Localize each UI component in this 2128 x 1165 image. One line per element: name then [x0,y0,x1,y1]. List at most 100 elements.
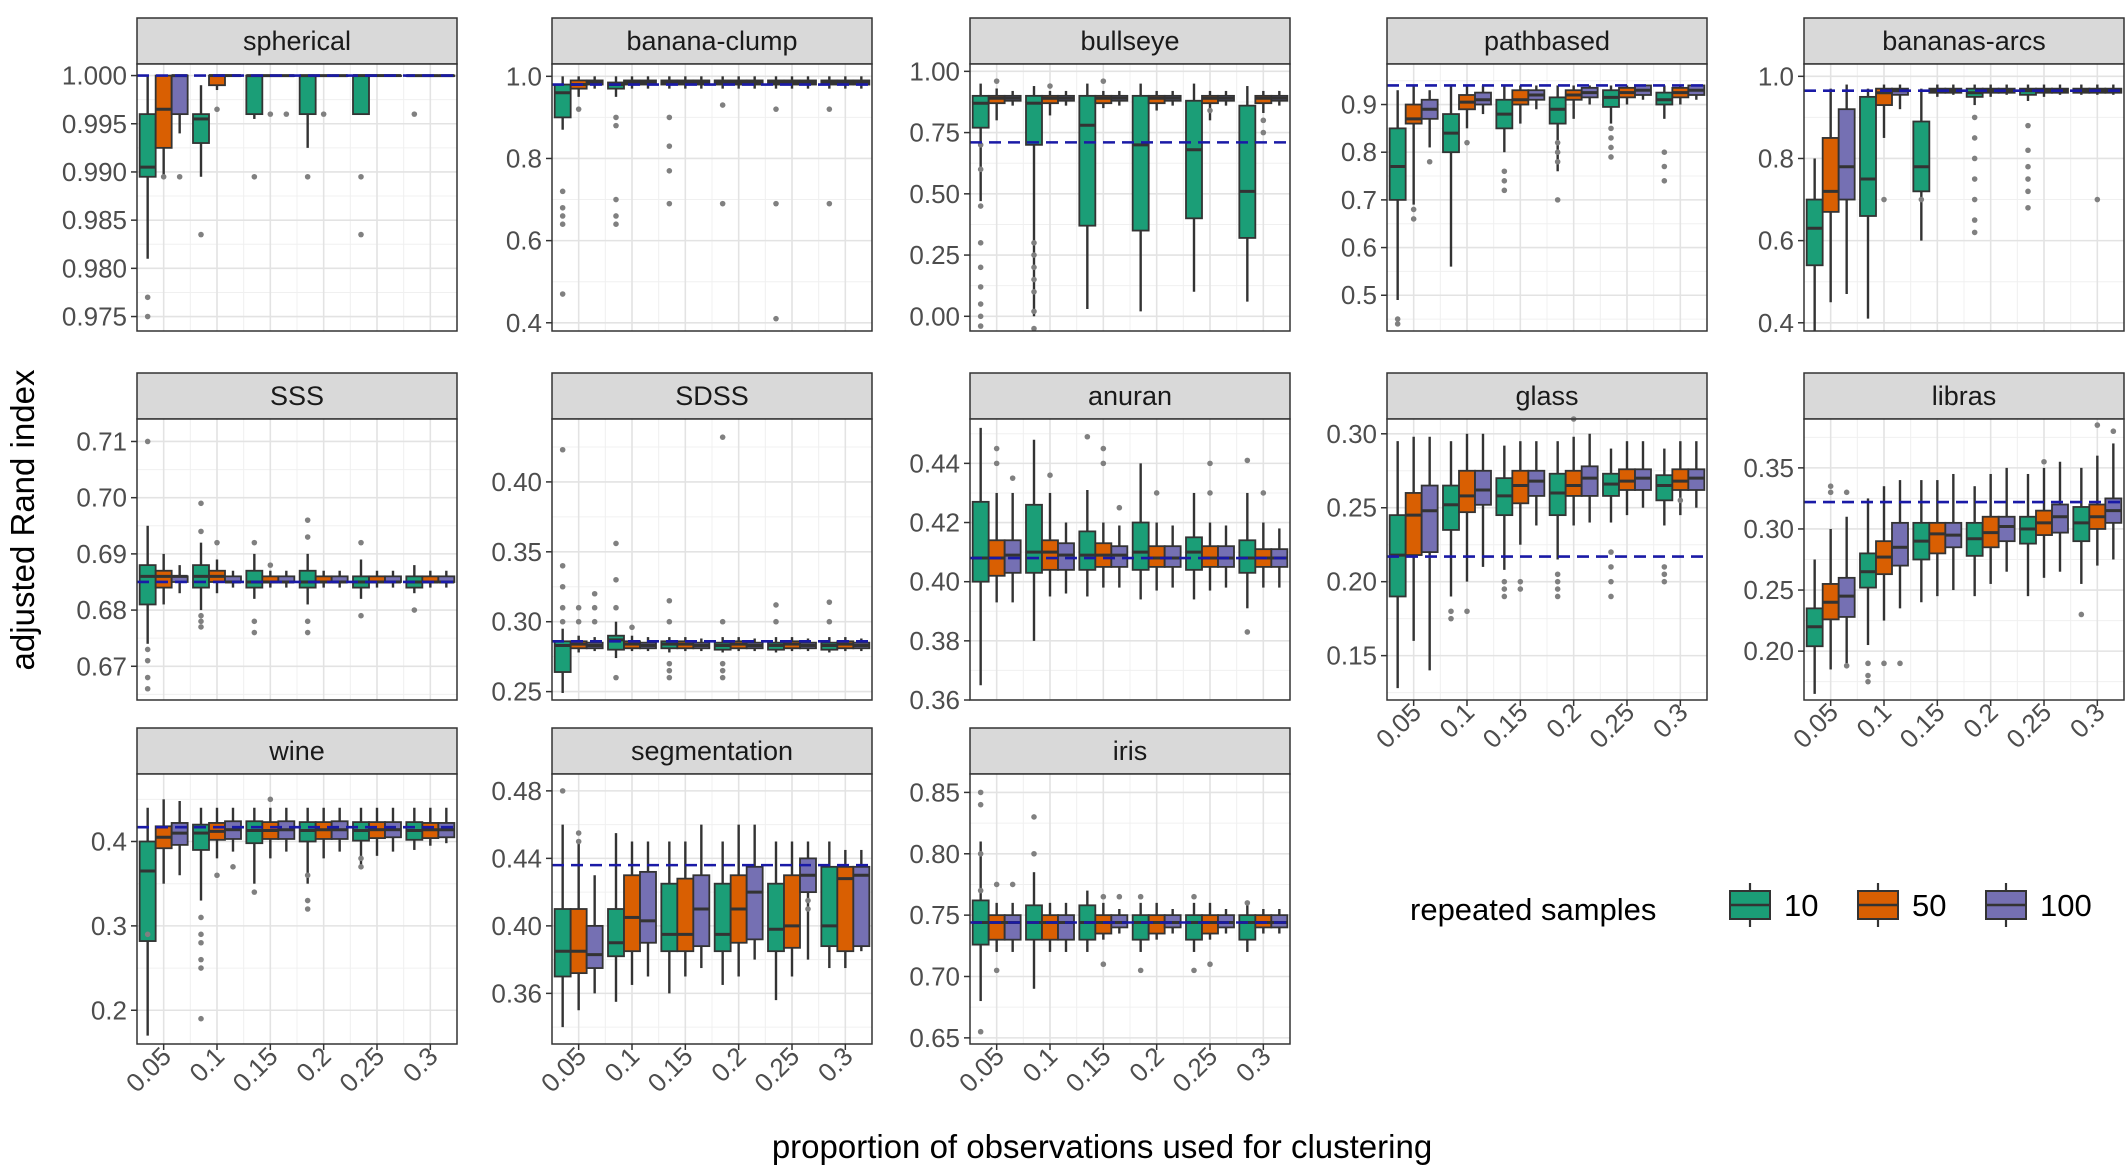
panel-bullseye-box-0-2-n50 [1147,90,1166,111]
panel-pathbased-box-0-3-n10-outlier-0 [1661,178,1668,184]
panel-bananas-arcs-ytick-label-3: 1.0 [1758,61,1794,91]
panel-sdss-box-0-2-n50 [729,637,748,652]
panel-pathbased-box-0-2-n10-outlier-2 [1554,149,1561,156]
panel-sdss-box-0-1-n10-outlier-2 [613,576,619,583]
panel-anuran-box-0-1-n50-outlier-0 [1047,472,1053,479]
panel-iris-box-0-05-n50-iqr [987,914,1006,941]
panel-sdss-box-0-05-n100 [585,590,604,652]
panel-banana-clump-box-0-3-n10-outlier-0 [826,200,833,207]
panel-sdss-box-0-2-n100 [745,638,764,652]
panel-banana-clump-box-0-1-n10-outlier-4 [613,114,619,121]
panel-libras-box-0-15-n100 [1944,473,1963,591]
panel-spherical-box-0-15-n50-outlier-0 [267,111,274,117]
panel-segmentation-box-0-15-n50 [676,841,695,977]
panel-wine-box-0-1-n10-outlier-0 [198,1015,204,1022]
panel-banana-clump-box-0-15-n10-outlier-3 [666,114,673,121]
panel-bananas-arcs-box-0-2-n10-outlier-2 [1971,196,1978,203]
panel-bananas-arcs-box-0-25-n10-outlier-4 [2025,147,2031,154]
panel-libras-box-0-05-n100 [1837,489,1856,669]
legend-item-100: 100 [1985,883,2092,927]
panel-iris-box-0-1-n100-iqr [1057,914,1075,941]
panel-sdss-box-0-2-n10-outlier-2 [719,660,726,667]
panel-banana-clump-box-0-15-n10-outlier-0 [666,200,673,207]
panel-sdss-box-0-3-n10-outlier-1 [826,599,833,605]
panel-bananas-arcs-box-0-1-n50-outlier-0 [1881,196,1887,203]
panel-sdss-box-0-15-n10-outlier-0 [666,674,673,681]
panel-pathbased-box-0-25-n10-outlier-3 [1608,125,1614,132]
panel-iris-box-0-05-n10-outlier-0 [977,1028,984,1035]
panel-glass-ytick-label-1: 0.20 [1326,567,1377,597]
panel-iris-box-0-2-n50-iqr [1147,914,1166,935]
panel-glass-box-0-05-n100 [1420,436,1439,671]
panel-iris-box-0-1-n10-outlier-1 [1031,814,1037,820]
panel-libras-box-0-3-n100-outlier-0 [2110,428,2117,435]
panel-glass-box-0-3-n10-outlier-2 [1661,564,1668,570]
panel-anuran-box-0-1-n50-iqr [1041,539,1059,571]
panel-glass-ytick-label-3: 0.30 [1326,419,1377,449]
panel-segmentation-box-0-15-n10-iqr [660,882,679,953]
panel-glass-box-0-25-n10-outlier-1 [1608,578,1614,585]
panel-sss-box-0-2-n10 [298,517,317,636]
panel-banana-clump-box-0-05-n10-outlier-2 [559,213,566,219]
panel-glass-box-0-15-n50-outlier-0 [1517,586,1524,592]
panel-glass-strip-label: glass [1515,381,1578,411]
panel-iris-box-0-05-n50-outlier-0 [993,967,1000,974]
panel-bullseye-box-0-05-n10-outlier-5 [977,240,984,246]
panel-sss-box-0-05-n50 [154,553,173,605]
panel-sdss-ytick-label-1: 0.30 [491,607,542,637]
panel-banana-clump-box-0-05-n10-outlier-4 [559,188,566,195]
panel-bananas-arcs-box-0-2-n10-outlier-5 [1971,135,1978,141]
panel-wine-box-0-1-n10-outlier-5 [198,914,204,921]
panel-pathbased-ytick-label-2: 0.7 [1341,185,1377,215]
panel-segmentation-box-0-25-n50-iqr [783,874,801,949]
panel-anuran-box-0-15-n100-outlier-0 [1116,504,1123,511]
panel-pathbased-box-0-1-n50-outlier-0 [1464,139,1470,146]
panel-segmentation-box-0-05-n100-iqr [585,924,604,969]
panel-bullseye-box-0-1-n10-outlier-1 [1031,308,1037,315]
panel-banana-clump-box-0-05-n10-outlier-3 [559,204,566,211]
panel-glass-box-0-2-n100 [1580,433,1599,523]
panel-libras-box-0-05-n10 [1805,559,1824,694]
panel-banana-clump-box-0-05-n50-outlier-0 [575,106,582,112]
panel-pathbased-ytick-label-4: 0.9 [1341,90,1377,120]
panel-libras-box-0-25-n50-outlier-0 [2041,458,2047,465]
panel-wine-box-0-2-n10-outlier-2 [304,872,311,879]
panel-spherical-box-0-05-n10-outlier-0 [144,313,151,320]
panel-bullseye-box-0-05-n10-outlier-2 [977,301,984,307]
panel-spherical-strip [136,17,458,65]
panel-wine-box-0-2-n100 [330,807,349,852]
panel-glass-box-0-2-n10-outlier-0 [1554,593,1561,600]
panel-pathbased-box-0-25-n50 [1618,85,1636,105]
panel-glass-box-0-1-n50-iqr [1458,469,1476,514]
panel-banana-clump-box-0-05-n10-iqr [553,83,572,119]
panel-banana-clump-box-0-25-n10-outlier-0 [773,315,779,322]
panel-sdss-box-0-1-n10-iqr [607,634,625,651]
panel-bullseye-box-0-1-n10-outlier-4 [1031,264,1037,271]
panel-bullseye-box-0-15-n10-iqr [1078,94,1097,227]
panel-iris-box-0-25-n10-iqr [1185,914,1203,941]
panel-banana-clump-ytick-label-3: 1.0 [506,61,542,91]
panel-glass-box-0-1-n10-outlier-1 [1448,608,1454,615]
panel-sdss-box-0-05-n10-outlier-4 [559,446,566,453]
panel-anuran-box-0-05-n100 [1003,475,1022,603]
panel-anuran-box-0-3-n50-outlier-0 [1260,490,1267,496]
legend-label-100: 100 [2040,888,2092,923]
panel-pathbased-box-0-2-n10-outlier-0 [1554,197,1561,203]
panel-glass-box-0-15-n10-outlier-2 [1501,578,1508,585]
panel-anuran: anuran 0.36 0.38 0.40 0.42 0.44 [909,372,1291,715]
panel-banana-clump-strip [551,17,873,65]
panel-spherical-box-0-05-n50 [154,74,173,180]
panel-libras-box-0-05-n50-outlier-0 [1827,489,1834,496]
panel-bullseye-box-0-1-n10-outlier-3 [1031,276,1037,283]
panel-glass-box-0-1-n10-outlier-0 [1448,615,1454,622]
panel-libras-box-0-1-n10-outlier-2 [1865,660,1871,667]
panel-libras-strip-label: libras [1932,381,1997,411]
panel-bananas-arcs-box-0-15-n10-outlier-0 [1918,196,1925,203]
panel-anuran-box-0-1-n50 [1041,472,1059,597]
panel-libras-ytick-label-3: 0.35 [1743,453,1794,483]
panel-segmentation-box-0-1-n100 [639,841,657,977]
panel-sdss-box-0-25-n10-outlier-0 [773,618,779,625]
panel-spherical-ytick-label-1: 0.980 [62,253,127,283]
panel-segmentation-box-0-05-n50 [569,830,588,1011]
panel-anuran-ytick-label-2: 0.40 [909,567,960,597]
